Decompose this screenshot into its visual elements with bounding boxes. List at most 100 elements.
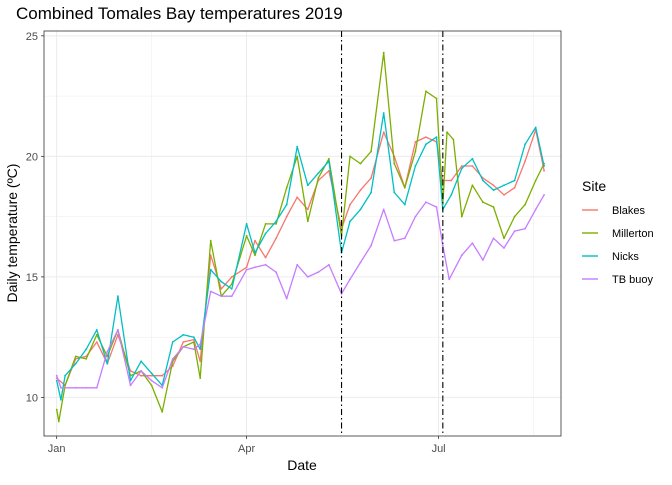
data-point (55, 374, 58, 377)
data-point (95, 386, 98, 389)
data-point (425, 143, 427, 146)
data-point (446, 131, 448, 134)
data-point (492, 189, 495, 192)
y-tick-label: 10 (26, 392, 38, 404)
data-point (306, 276, 309, 278)
data-point (129, 370, 132, 372)
data-point (296, 196, 299, 199)
plot-panel (44, 31, 561, 436)
data-point (513, 230, 516, 233)
data-point (328, 157, 330, 160)
data-point (254, 266, 256, 269)
data-point (220, 280, 223, 283)
data-point (425, 136, 427, 139)
x-axis-label: Date (287, 457, 317, 473)
data-point (182, 341, 185, 343)
data-point (513, 186, 516, 189)
data-point (359, 208, 362, 211)
data-point (414, 141, 417, 143)
data-point (482, 179, 484, 182)
data-point (192, 341, 195, 343)
data-point (192, 336, 195, 339)
data-point (370, 177, 372, 180)
data-point (503, 184, 505, 187)
data-point (534, 179, 537, 182)
data-point (140, 360, 143, 363)
data-point (328, 160, 330, 163)
data-point (382, 51, 385, 54)
data-point (370, 191, 372, 194)
data-point (150, 384, 153, 387)
data-point (492, 237, 495, 240)
x-tick-label: Jan (48, 443, 66, 455)
plot-border (43, 30, 562, 437)
data-point (306, 208, 309, 211)
data-point (60, 386, 62, 389)
data-point (403, 203, 406, 206)
data-point (264, 232, 267, 235)
chart-title: Combined Tomales Bay temperatures 2019 (16, 4, 343, 23)
data-point (161, 374, 164, 377)
data-point (230, 288, 233, 290)
data-point (524, 160, 526, 163)
data-point (435, 97, 438, 100)
data-point (471, 184, 474, 187)
data-point (450, 179, 453, 182)
data-point (199, 377, 202, 379)
data-point (492, 206, 495, 208)
data-point (220, 288, 223, 290)
data-point (349, 203, 351, 206)
data-point (74, 355, 77, 358)
data-point (543, 169, 545, 172)
data-point (441, 244, 444, 247)
data-point (64, 386, 66, 389)
legend-title: Site (582, 178, 606, 194)
data-point (328, 169, 330, 172)
data-point (264, 223, 267, 225)
data-point (85, 386, 88, 389)
data-point (285, 215, 288, 218)
y-tick-label: 25 (26, 31, 38, 43)
data-point (349, 220, 351, 223)
data-point (254, 239, 256, 242)
data-point (55, 379, 58, 382)
data-point (471, 157, 474, 160)
series-layer (55, 51, 545, 423)
data-point (95, 341, 98, 343)
data-point (359, 261, 362, 264)
data-point (524, 203, 526, 206)
reference-lines (340, 31, 444, 436)
data-point (460, 165, 463, 167)
data-point (513, 215, 516, 218)
data-point (414, 150, 417, 153)
data-point (264, 263, 267, 266)
data-point (393, 239, 396, 242)
data-point (140, 370, 143, 372)
data-point (403, 237, 406, 240)
data-point (403, 186, 406, 189)
data-point (524, 227, 526, 230)
data-point (534, 126, 537, 129)
data-point (543, 165, 545, 167)
data-point (503, 247, 505, 249)
data-point (161, 411, 164, 413)
data-point (482, 201, 484, 204)
data-point (182, 333, 185, 336)
data-point (503, 194, 505, 196)
data-point (264, 256, 267, 259)
data-point (359, 162, 362, 165)
data-point (150, 379, 153, 382)
data-point (74, 386, 77, 389)
data-point (414, 165, 417, 167)
data-point (55, 408, 58, 411)
data-point (171, 358, 174, 360)
data-point (328, 263, 330, 266)
series-tb-buoy (55, 194, 545, 389)
data-point (349, 278, 351, 281)
data-point (95, 333, 98, 336)
data-point (171, 341, 174, 343)
data-point (245, 266, 248, 269)
data-point (85, 358, 88, 360)
x-tick-label: Jul (432, 443, 446, 455)
